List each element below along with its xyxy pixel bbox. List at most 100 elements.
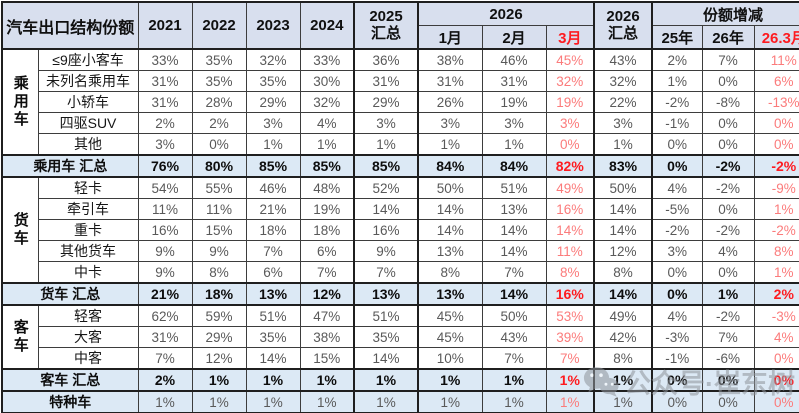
- cell-value: 21%: [137, 282, 193, 306]
- col-header-2025-total: 2025 汇总: [353, 1, 419, 50]
- cell-value: 8%: [417, 261, 483, 284]
- cell-value: 21%: [245, 198, 301, 220]
- group-label: 乘用车: [1, 48, 39, 156]
- cell-value: 29%: [191, 326, 247, 348]
- cell-value: 29%: [353, 91, 419, 113]
- cell-value: 2%: [137, 368, 193, 392]
- cell-value: 1%: [191, 368, 247, 392]
- table-body: 乘用车 ≤9座小客车 33% 35% 32% 33% 36% 38% 46% 45% 43% 2% 7%…: [1, 48, 799, 413]
- cell-value: 0%: [753, 390, 799, 413]
- cell-value: 1%: [545, 390, 595, 413]
- cell-value: 14%: [417, 198, 483, 220]
- cell-value: 0%: [651, 154, 703, 178]
- col-header-change-25: 25年: [651, 25, 703, 50]
- col-header-mar: 3月: [545, 25, 595, 50]
- cell-value: 11%: [545, 240, 595, 262]
- table-row: 中客 7% 12% 14% 15% 14% 10% 7% 7% 8% -1% -6% 0%: [2, 347, 799, 370]
- cell-value: 0%: [651, 282, 703, 306]
- cell-value: 16%: [353, 219, 419, 241]
- table-row: 重卡 16% 15% 18% 18% 16% 14% 14% 14% 14% -2% -2% -2%: [2, 219, 799, 241]
- table-row: 中卡 9% 8% 6% 7% 7% 8% 7% 8% 8% 0% 0% 1%: [2, 261, 799, 284]
- cell-value: -2%: [701, 176, 755, 199]
- cell-value: 35%: [191, 70, 247, 92]
- cell-value: 76%: [137, 154, 193, 178]
- group-label-text: 客车: [11, 319, 29, 355]
- cell-value: 35%: [245, 70, 301, 92]
- cell-value: 29%: [245, 91, 301, 113]
- cell-value: 12%: [299, 282, 355, 306]
- col-header-change-26: 26年: [701, 25, 755, 50]
- header-row-2: 1月 2月 3月 25年 26年 26.3月: [2, 25, 799, 50]
- cell-value: 4%: [651, 304, 703, 327]
- cell-value: 33%: [299, 48, 355, 71]
- cell-value: 1%: [753, 261, 799, 284]
- col-header-2023: 2023: [245, 1, 301, 50]
- cell-value: 16%: [545, 282, 595, 306]
- cell-value: 83%: [593, 154, 653, 178]
- cell-value: 13%: [417, 240, 483, 262]
- cell-value: 46%: [481, 48, 547, 71]
- cell-value: 1%: [299, 390, 355, 413]
- col-header-change-263: 26.3月: [753, 25, 799, 50]
- table-title: 汽车出口结构份额: [1, 1, 139, 50]
- cell-value: 4%: [651, 176, 703, 199]
- cell-value: 11%: [753, 48, 799, 71]
- cell-value: 0%: [753, 133, 799, 156]
- cell-value: 3%: [593, 112, 653, 134]
- summary-row-label: 特种车: [1, 390, 139, 413]
- cell-value: 14%: [593, 198, 653, 220]
- cell-value: 84%: [481, 154, 547, 178]
- cell-value: 1%: [481, 368, 547, 392]
- table-row: 客车 轻客 62% 59% 51% 47% 51% 45% 50% 53% 49% 4% -2% -3%: [1, 304, 799, 370]
- cell-value: 1%: [417, 368, 483, 392]
- cell-value: 0%: [545, 133, 595, 156]
- table-row: 其他货车 9% 9% 7% 6% 9% 13% 14% 11% 12% 3% 4% 8%: [2, 240, 799, 262]
- cell-value: 0%: [701, 133, 755, 156]
- cell-value: 0%: [191, 133, 247, 156]
- row-label: 小轿车: [37, 91, 139, 113]
- cell-value: -3%: [651, 326, 703, 348]
- cell-value: 38%: [417, 48, 483, 71]
- cell-value: 1%: [191, 390, 247, 413]
- cell-value: 14%: [245, 347, 301, 370]
- cell-value: 22%: [593, 91, 653, 113]
- cell-value: 43%: [481, 326, 547, 348]
- row-label: 轻客: [37, 304, 139, 327]
- cell-value: -2%: [701, 154, 755, 178]
- cell-value: 7%: [137, 347, 193, 370]
- cell-value: 14%: [593, 282, 653, 306]
- cell-value: 4%: [753, 326, 799, 348]
- cell-value: 0%: [701, 390, 755, 413]
- cell-value: 0%: [651, 390, 703, 413]
- cell-value: 47%: [299, 304, 355, 327]
- cell-value: 15%: [299, 347, 355, 370]
- cell-value: 43%: [593, 48, 653, 71]
- summary-row: 货车 汇总 21% 18% 13% 12% 13% 13% 14% 16% 14% 0% 1% 2%: [1, 282, 799, 306]
- cell-value: 30%: [299, 70, 355, 92]
- cell-value: 18%: [299, 219, 355, 241]
- row-label: 其他货车: [37, 240, 139, 262]
- cell-value: 1%: [299, 368, 355, 392]
- row-label: 未列名乘用车: [37, 70, 139, 92]
- cell-value: -1%: [651, 347, 703, 370]
- cell-value: 1%: [417, 133, 483, 156]
- cell-value: 13%: [245, 282, 301, 306]
- summary-row: 乘用车 汇总 76% 80% 85% 85% 85% 84% 84% 82% 83% 0% -2% -2…: [1, 154, 799, 178]
- cell-value: 54%: [137, 176, 193, 199]
- cell-value: 1%: [545, 368, 595, 392]
- col-header-2021: 2021: [137, 1, 193, 50]
- cell-value: 45%: [417, 326, 483, 348]
- cell-value: 19%: [545, 91, 595, 113]
- cell-value: 6%: [245, 261, 301, 284]
- group-label-text: 乘用车: [11, 75, 29, 129]
- cell-value: 8%: [593, 261, 653, 284]
- cell-value: 3%: [545, 112, 595, 134]
- cell-value: -2%: [753, 219, 799, 241]
- cell-value: 7%: [353, 261, 419, 284]
- cell-value: 16%: [137, 219, 193, 241]
- cell-value: 11%: [191, 198, 247, 220]
- cell-value: 45%: [545, 48, 595, 71]
- cell-value: 0%: [651, 133, 703, 156]
- cell-value: 7%: [481, 261, 547, 284]
